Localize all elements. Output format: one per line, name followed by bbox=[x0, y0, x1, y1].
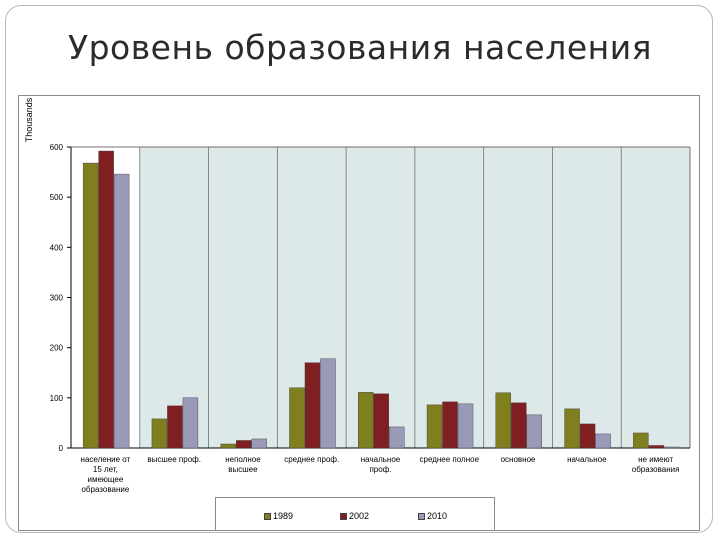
bar-1989 bbox=[426, 404, 443, 449]
bar-2002 bbox=[579, 423, 596, 449]
bar-2010 bbox=[251, 438, 267, 449]
bar-1989 bbox=[633, 432, 649, 449]
bar-2002 bbox=[235, 440, 252, 449]
legend-swatch-2002 bbox=[340, 512, 347, 520]
legend-label-2002: 2002 bbox=[349, 511, 370, 521]
bar-1989 bbox=[151, 418, 168, 449]
bar-2002 bbox=[442, 401, 458, 449]
bar-2002 bbox=[304, 362, 321, 449]
bar-1989 bbox=[289, 387, 305, 449]
bar-2010 bbox=[113, 173, 130, 449]
bar-2002 bbox=[648, 445, 665, 449]
x-category-label: начальное проф. bbox=[361, 455, 401, 474]
bar-2010 bbox=[457, 403, 474, 449]
x-category-label: неполное высшее bbox=[225, 455, 261, 474]
bar-2002 bbox=[511, 402, 527, 449]
bar-2002 bbox=[373, 393, 389, 449]
bar-2002 bbox=[167, 405, 183, 449]
legend-swatch-1989 bbox=[264, 512, 271, 520]
legend-label-2010: 2010 bbox=[427, 511, 448, 521]
legend-item-1989: 1989 bbox=[264, 511, 293, 521]
y-tick-label: 500 bbox=[50, 193, 64, 202]
y-tick-label: 300 bbox=[50, 294, 64, 303]
x-category-label: среднее проф. bbox=[284, 455, 339, 464]
bar-1989 bbox=[220, 443, 236, 449]
y-tick-label: 0 bbox=[59, 444, 64, 453]
bar-1989 bbox=[564, 408, 580, 449]
x-category-label: не имеют образования bbox=[632, 455, 680, 474]
y-tick-label: 100 bbox=[50, 394, 64, 403]
bar-2010 bbox=[320, 358, 336, 449]
x-category-label: население от 15 лет, имеющее образование bbox=[81, 455, 131, 494]
bar-2010 bbox=[389, 426, 405, 449]
bar-2010 bbox=[182, 397, 199, 449]
bar-2010 bbox=[595, 433, 611, 449]
bar-2010 bbox=[526, 414, 543, 449]
legend-swatch-2010 bbox=[418, 512, 425, 520]
x-category-label: высшее проф. bbox=[147, 455, 201, 464]
bar-2010 bbox=[664, 446, 680, 449]
legend-label-1989: 1989 bbox=[273, 511, 294, 521]
x-category-label: основное bbox=[501, 455, 536, 464]
legend-item-2010: 2010 bbox=[418, 511, 447, 521]
slide-title: Уровень образования населения bbox=[67, 28, 652, 67]
bar-1989 bbox=[495, 392, 512, 449]
bar-1989 bbox=[82, 162, 99, 449]
y-tick-label: 400 bbox=[50, 243, 64, 252]
y-tick-label: 200 bbox=[50, 344, 64, 353]
legend-item-2002: 2002 bbox=[340, 511, 369, 521]
x-category-label: начальное bbox=[567, 455, 607, 464]
y-tick-label: 600 bbox=[50, 143, 64, 152]
x-category-label: среднее полное bbox=[420, 455, 480, 464]
bar-1989 bbox=[358, 392, 374, 449]
bar-2002 bbox=[98, 150, 114, 449]
chart-legend: 1989 2002 2010 bbox=[215, 497, 495, 531]
